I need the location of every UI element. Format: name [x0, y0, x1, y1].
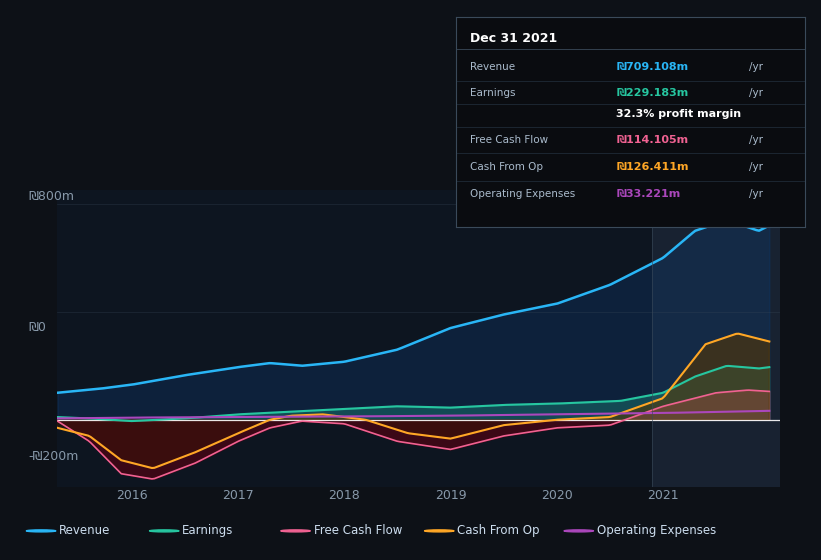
Text: ₪0: ₪0 — [29, 321, 47, 334]
Text: Cash From Op: Cash From Op — [457, 524, 539, 538]
Text: ₪709.108m: ₪709.108m — [616, 62, 688, 72]
Text: -₪200m: -₪200m — [29, 450, 79, 463]
Circle shape — [281, 530, 310, 532]
Text: 2019: 2019 — [435, 489, 466, 502]
Text: 2021: 2021 — [647, 489, 679, 502]
Text: /yr: /yr — [749, 162, 763, 172]
Circle shape — [424, 530, 454, 532]
Text: Revenue: Revenue — [470, 62, 515, 72]
Text: Earnings: Earnings — [470, 88, 515, 99]
Text: 2018: 2018 — [328, 489, 360, 502]
Text: /yr: /yr — [749, 88, 763, 99]
Text: ₪114.105m: ₪114.105m — [616, 134, 688, 144]
Text: ₪229.183m: ₪229.183m — [616, 88, 689, 99]
Text: Revenue: Revenue — [59, 524, 111, 538]
Text: /yr: /yr — [749, 62, 763, 72]
Text: 2017: 2017 — [222, 489, 254, 502]
Bar — [653, 190, 780, 487]
Text: ₪126.411m: ₪126.411m — [616, 162, 689, 172]
Text: 2020: 2020 — [541, 489, 573, 502]
Text: Operating Expenses: Operating Expenses — [470, 189, 575, 199]
Text: /yr: /yr — [749, 189, 763, 199]
Text: ₪800m: ₪800m — [29, 189, 75, 203]
Text: 2016: 2016 — [116, 489, 148, 502]
Text: Earnings: Earnings — [182, 524, 234, 538]
Circle shape — [26, 530, 56, 532]
Text: ₪33.221m: ₪33.221m — [616, 189, 681, 199]
Text: Free Cash Flow: Free Cash Flow — [470, 134, 548, 144]
Text: /yr: /yr — [749, 134, 763, 144]
Text: 32.3% profit margin: 32.3% profit margin — [616, 109, 741, 119]
Text: Operating Expenses: Operating Expenses — [597, 524, 716, 538]
Text: Dec 31 2021: Dec 31 2021 — [470, 31, 557, 44]
Text: Cash From Op: Cash From Op — [470, 162, 543, 172]
Text: Free Cash Flow: Free Cash Flow — [314, 524, 402, 538]
Circle shape — [149, 530, 179, 532]
Circle shape — [564, 530, 594, 532]
